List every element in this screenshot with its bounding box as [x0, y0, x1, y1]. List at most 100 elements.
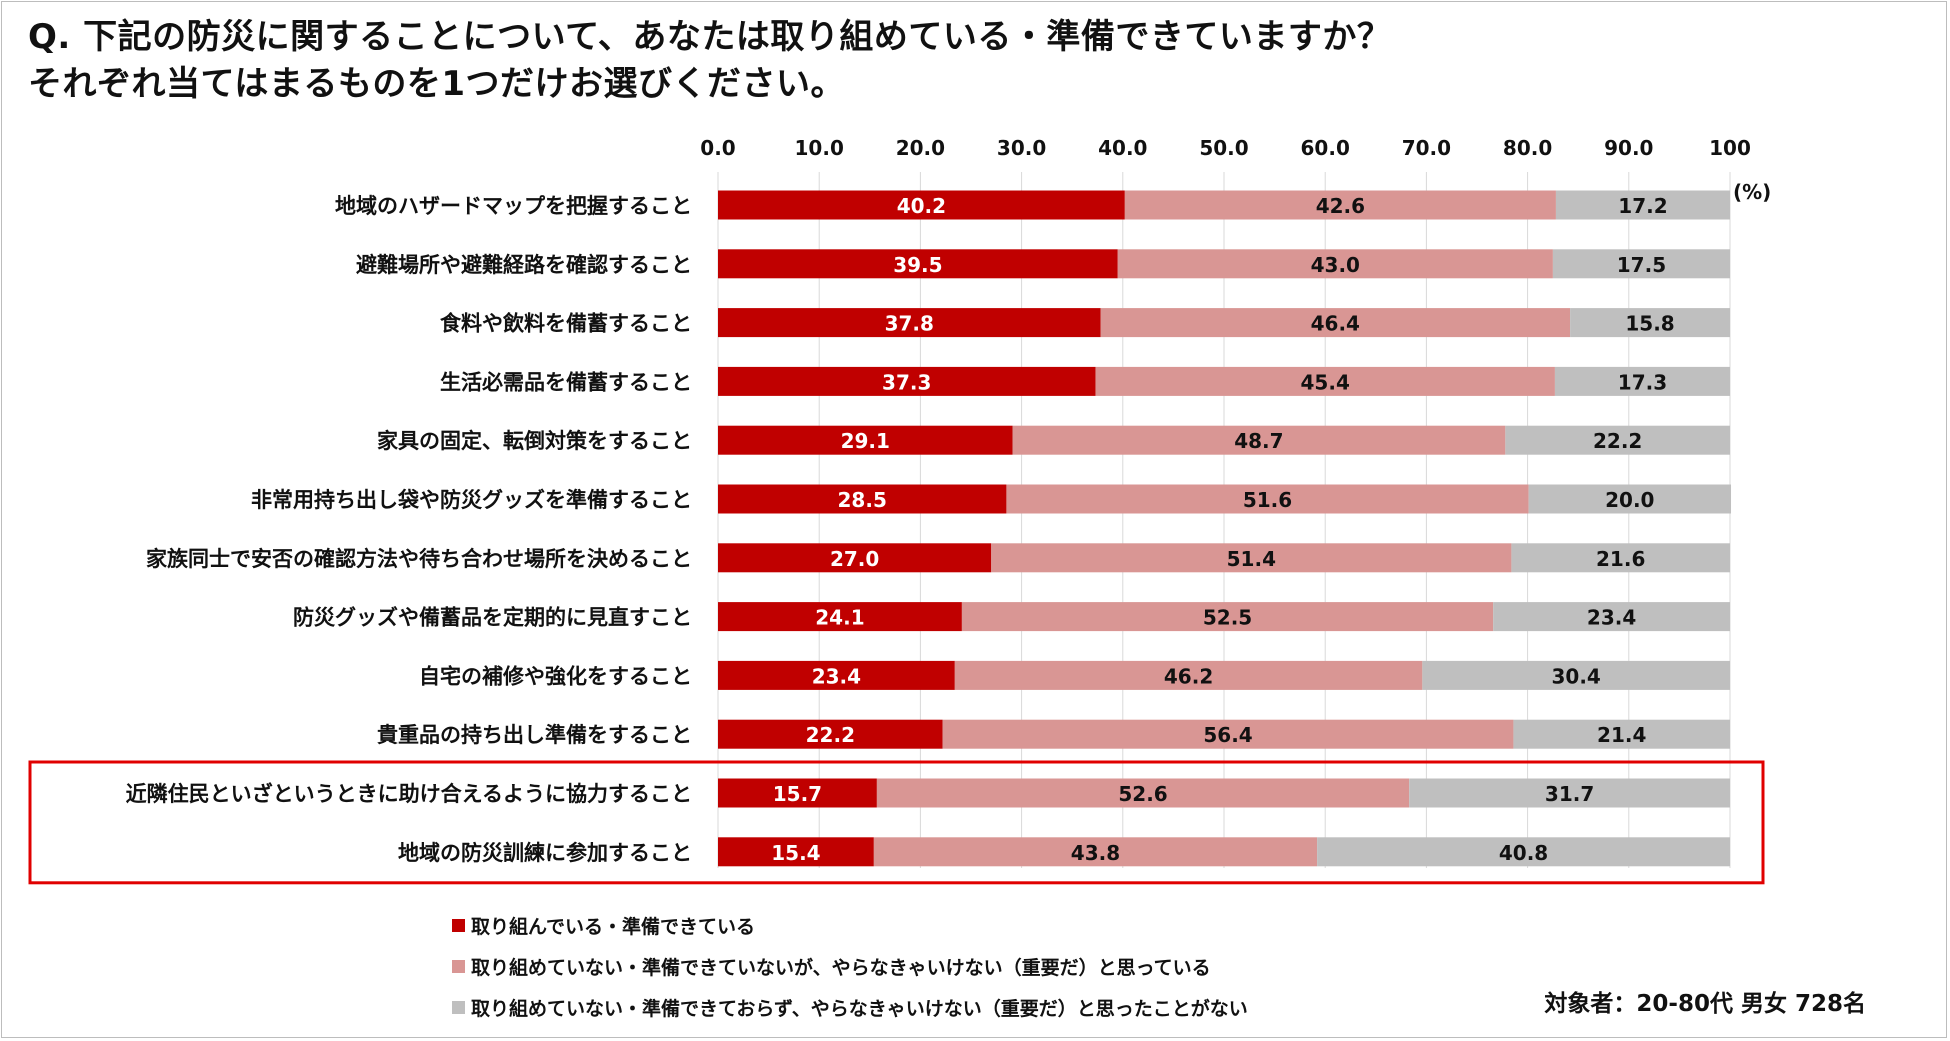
legend-item: 取り組んでいる・準備できている	[452, 905, 1248, 946]
bar-segment	[718, 366, 1096, 396]
data-label: 51.4	[1227, 547, 1276, 571]
legend-swatch	[452, 1001, 465, 1014]
bar-segment	[1493, 602, 1730, 632]
bar-segment	[1505, 425, 1730, 455]
x-tick-label: 40.0	[1098, 136, 1147, 160]
data-label: 48.7	[1234, 429, 1283, 453]
legend-swatch	[452, 919, 465, 932]
category-label: 避難場所や避難経路を確認すること	[356, 253, 692, 277]
bar-segment	[1095, 366, 1555, 396]
legend: 取り組んでいる・準備できている 取り組めていない・準備できていないが、やらなきゃ…	[452, 905, 1248, 1028]
legend-label: 取り組んでいる・準備できている	[471, 916, 756, 938]
data-label: 37.3	[882, 370, 931, 394]
legend-label: 取り組めていない・準備できていないが、やらなきゃいけない（重要だ）と思っている	[471, 957, 1211, 979]
x-tick-label: 70.0	[1402, 136, 1451, 160]
bar-segment	[718, 249, 1118, 279]
bar-segment	[942, 719, 1514, 749]
data-label: 52.5	[1203, 606, 1252, 630]
data-label: 56.4	[1203, 723, 1252, 747]
bar-segment	[991, 543, 1512, 573]
title-line-2: それぞれ当てはまるものを1つだけお選びください。	[28, 64, 845, 104]
data-label: 42.6	[1316, 194, 1365, 218]
bar-segment	[1528, 484, 1732, 514]
category-label: 家族同士で安否の確認方法や待ち合わせ場所を決めること	[146, 547, 692, 571]
data-label: 22.2	[806, 723, 855, 747]
data-label: 24.1	[815, 606, 864, 630]
x-tick-label: 0.0	[700, 136, 735, 160]
category-label: 自宅の補修や強化をすること	[419, 664, 692, 688]
bar-segment	[1124, 190, 1556, 220]
bar-segment	[1117, 249, 1553, 279]
x-tick-label: 30.0	[997, 136, 1046, 160]
bar-segment	[718, 778, 877, 808]
data-label: 40.8	[1499, 841, 1548, 865]
data-label: 31.7	[1545, 782, 1594, 806]
chart-title: Q. 下記の防災に関することについて、あなたは取り組めている・準備できていますか…	[28, 14, 1908, 108]
bar-segment	[876, 778, 1410, 808]
unit-label: (%)	[1733, 180, 1771, 204]
category-label: 貴重品の持ち出し準備をすること	[377, 723, 692, 747]
bar-segment	[1422, 660, 1730, 690]
category-label: 近隣住民といざというときに助け合えるように協力すること	[126, 782, 692, 806]
data-label: 40.2	[897, 194, 946, 218]
bar-segment	[718, 308, 1101, 338]
bar-segment	[718, 543, 992, 573]
x-tick-label: 100	[1709, 136, 1751, 160]
category-label: 家具の固定、転倒対策をすること	[377, 429, 692, 453]
data-label: 29.1	[841, 429, 890, 453]
data-label: 46.4	[1311, 312, 1360, 336]
bar-segment	[718, 660, 955, 690]
bar-segment	[1100, 308, 1571, 338]
bar-segment	[718, 425, 1013, 455]
data-label: 46.2	[1164, 664, 1213, 688]
bar-segment	[1570, 308, 1730, 338]
category-label: 地域の防災訓練に参加すること	[398, 841, 692, 865]
data-label: 15.4	[771, 841, 820, 865]
legend-item: 取り組めていない・準備できていないが、やらなきゃいけない（重要だ）と思っている	[452, 946, 1248, 987]
category-label: 地域のハザードマップを把握すること	[335, 194, 692, 218]
bar-segment	[1555, 190, 1730, 220]
data-label: 28.5	[838, 488, 887, 512]
bar-segment	[961, 602, 1494, 632]
data-label: 30.4	[1551, 664, 1600, 688]
data-label: 15.7	[773, 782, 822, 806]
bar-segment	[1012, 425, 1506, 455]
bar-segment	[1317, 837, 1730, 867]
data-label: 20.0	[1605, 488, 1654, 512]
data-label: 23.4	[812, 664, 861, 688]
data-label: 27.0	[830, 547, 879, 571]
bar-segment	[718, 190, 1125, 220]
bar-segment	[718, 602, 962, 632]
bar-segment	[1554, 366, 1730, 396]
data-label: 52.6	[1118, 782, 1167, 806]
data-label: 21.6	[1596, 547, 1645, 571]
bar-segment	[954, 660, 1423, 690]
bar-segment	[1006, 484, 1529, 514]
data-label: 17.5	[1617, 253, 1666, 277]
legend-item: 取り組めていない・準備できておらず、やらなきゃいけない（重要だ）と思ったことがな…	[452, 987, 1248, 1028]
x-tick-label: 10.0	[795, 136, 844, 160]
data-label: 43.0	[1311, 253, 1360, 277]
data-label: 22.2	[1593, 429, 1642, 453]
bar-segment	[873, 837, 1318, 867]
bar-segment	[1513, 719, 1730, 749]
data-label: 21.4	[1597, 723, 1646, 747]
data-label: 43.8	[1071, 841, 1120, 865]
legend-swatch	[452, 960, 465, 973]
data-label: 45.4	[1301, 370, 1350, 394]
category-label: 生活必需品を備蓄すること	[440, 370, 692, 394]
data-label: 15.8	[1625, 312, 1674, 336]
data-label: 23.4	[1587, 606, 1636, 630]
data-label: 51.6	[1243, 488, 1292, 512]
x-tick-label: 60.0	[1301, 136, 1350, 160]
bar-segment	[1409, 778, 1730, 808]
bar-segment	[718, 484, 1007, 514]
highlight-box	[28, 760, 1765, 885]
category-label: 防災グッズや備蓄品を定期的に見直すこと	[293, 606, 692, 630]
category-label: 非常用持ち出し袋や防災グッズを準備すること	[251, 488, 692, 512]
x-tick-label: 80.0	[1503, 136, 1552, 160]
bar-segment	[718, 719, 943, 749]
data-label: 17.3	[1618, 370, 1667, 394]
